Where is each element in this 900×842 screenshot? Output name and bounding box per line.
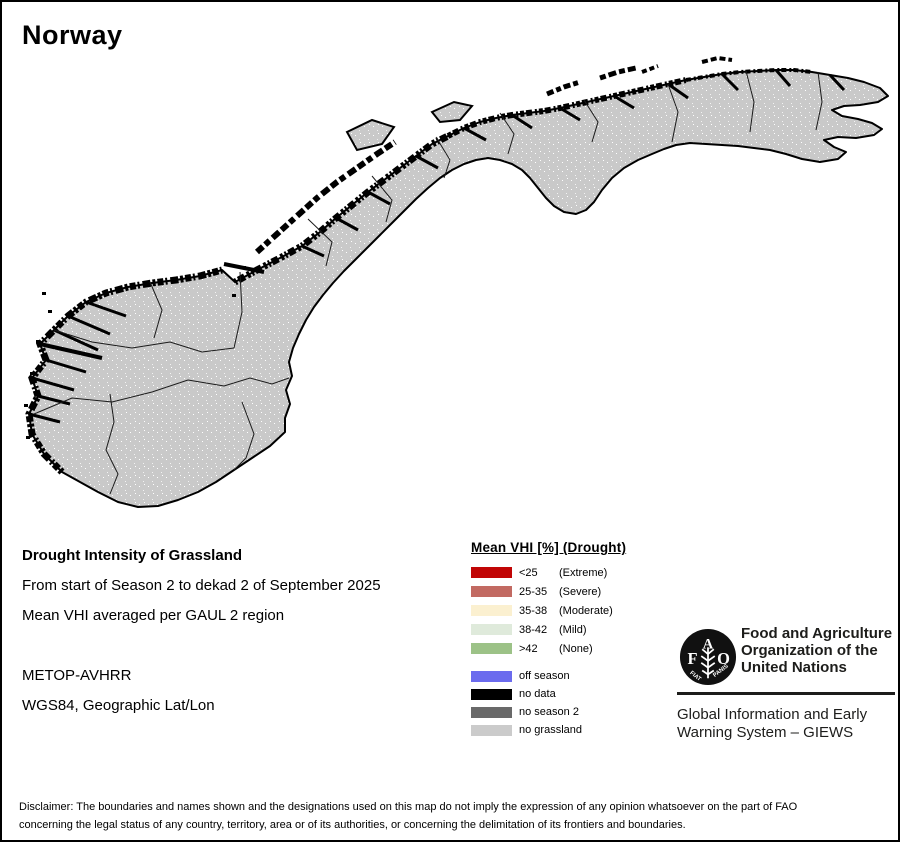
skerries	[24, 266, 246, 439]
legend-qualifier: (Severe)	[559, 585, 602, 598]
legend: Mean VHI [%] (Drought) <25 (Extreme) 25-…	[471, 540, 626, 739]
legend-label: no grassland	[519, 724, 582, 736]
gaul2-boundaries	[33, 70, 823, 495]
svg-text:A: A	[703, 636, 714, 652]
legend-row: no grassland	[471, 721, 626, 739]
norway-landmass	[28, 69, 889, 508]
legend-row: 35-38 (Moderate)	[471, 601, 626, 620]
legend-range: >42	[519, 642, 538, 655]
legend-label: off season	[519, 670, 570, 682]
map-info-block: Drought Intensity of Grassland From star…	[22, 547, 381, 727]
legend-swatch-mild	[471, 624, 512, 635]
legend-title: Mean VHI [%] (Drought)	[471, 540, 627, 555]
svg-text:F: F	[688, 649, 698, 668]
legend-swatch-no-season-2	[471, 706, 512, 718]
map-subtitle: Drought Intensity of Grassland	[22, 547, 243, 564]
map-aggregation: Mean VHI averaged per GAUL 2 region	[22, 607, 285, 624]
legend-swatch-severe	[471, 586, 512, 597]
legend-row: <25 (Extreme)	[471, 563, 626, 582]
legend-qualifier: (Moderate)	[559, 604, 613, 617]
page-title: Norway	[22, 20, 123, 50]
legend-row: no season 2	[471, 703, 626, 721]
legend-range: 38-42	[519, 623, 548, 636]
divider-line	[677, 692, 895, 695]
norway-map	[2, 42, 898, 542]
legend-label: no data	[519, 688, 556, 700]
legend-qualifier: (Extreme)	[559, 566, 608, 579]
legend-swatch-none	[471, 643, 512, 654]
island-hinnoya	[345, 118, 396, 152]
legend-swatch-extreme	[471, 567, 512, 578]
legend-other-classes: off season no data no season 2 no grassl…	[471, 667, 626, 739]
legend-swatch-off-season	[471, 670, 512, 682]
fao-name-line: Organization of the	[741, 642, 878, 659]
legend-drought-classes: <25 (Extreme) 25-35 (Severe) 35-38 (Mode…	[471, 563, 626, 658]
svg-text:O: O	[717, 649, 730, 668]
legend-range: 35-38	[519, 604, 548, 617]
map-period: From start of Season 2 to dekad 2 of Sep…	[22, 577, 381, 594]
disclaimer-line: concerning the legal status of any count…	[19, 818, 686, 831]
legend-row: 38-42 (Mild)	[471, 620, 626, 639]
norway-map-svg	[24, 55, 889, 508]
fao-name-line: Food and Agriculture	[741, 625, 893, 642]
fao-logo-icon: F A O FIAT PANIS	[679, 628, 737, 686]
spacer	[22, 637, 381, 667]
legend-row: off season	[471, 667, 626, 685]
legend-row: no data	[471, 685, 626, 703]
giews-name: Global Information and Early Warning Sys…	[677, 706, 867, 742]
fjord-coast-texture	[25, 68, 846, 475]
legend-label: no season 2	[519, 706, 579, 718]
legend-row: >42 (None)	[471, 639, 626, 658]
legend-swatch-no-grassland	[471, 724, 512, 736]
island-chains	[254, 55, 733, 255]
legend-swatch-moderate	[471, 605, 512, 616]
legend-qualifier: (Mild)	[559, 623, 587, 636]
legend-range: 25-35	[519, 585, 548, 598]
island-senja	[430, 100, 474, 124]
giews-line: Warning System – GIEWS	[677, 724, 854, 741]
disclaimer-line: Disclaimer: The boundaries and names sho…	[19, 801, 798, 813]
legend-qualifier: (None)	[559, 642, 593, 655]
legend-swatch-no-data	[471, 688, 512, 700]
map-projection: WGS84, Geographic Lat/Lon	[22, 697, 215, 714]
disclaimer-text: Disclaimer: The boundaries and names sho…	[19, 799, 891, 834]
map-sensor: METOP-AVHRR	[22, 667, 132, 684]
legend-row: 25-35 (Severe)	[471, 582, 626, 601]
fao-org-name: Food and Agriculture Organization of the…	[741, 625, 892, 676]
giews-line: Global Information and Early	[677, 706, 868, 723]
legend-range: <25	[519, 566, 538, 579]
fao-name-line: United Nations	[741, 659, 847, 676]
